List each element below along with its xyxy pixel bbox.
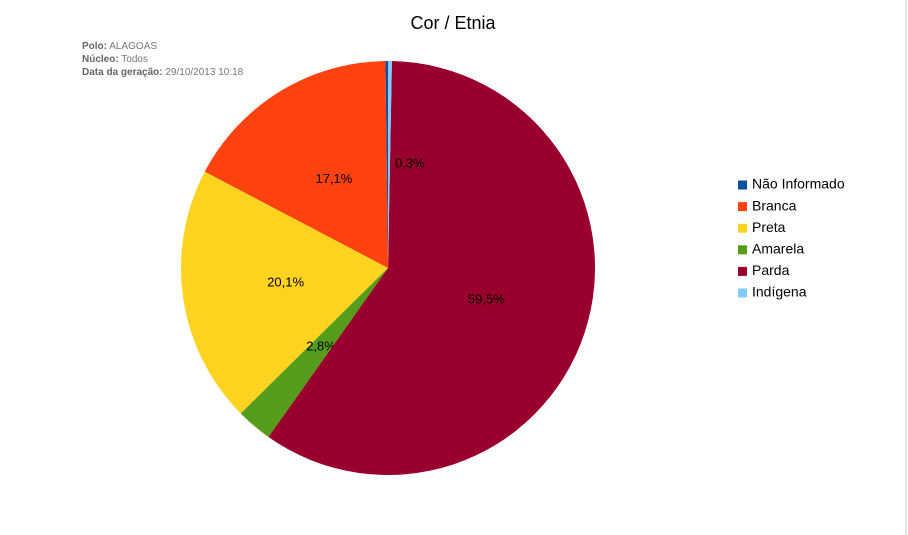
header-value: 29/10/2013 10:18 xyxy=(165,67,243,78)
legend-label: Parda xyxy=(752,262,790,278)
pie-slice xyxy=(268,61,596,475)
data-label: 0,3% xyxy=(395,155,425,170)
header-label: Núcleo: xyxy=(82,54,119,65)
data-label: 17,1% xyxy=(315,171,352,186)
pie-slice xyxy=(385,61,388,268)
header-line: Data da geração: 29/10/2013 10:18 xyxy=(82,67,244,78)
legend-swatch xyxy=(738,266,747,276)
pie: 0,2%17,1%20,1%2,8%59,5%0,3% xyxy=(180,61,596,475)
header-label: Data da geração: xyxy=(82,67,163,78)
pie-slice xyxy=(180,171,388,414)
pie-slice xyxy=(240,268,388,437)
report-header: Polo: ALAGOAS Núcleo: Todos Data da geraçã… xyxy=(82,41,244,78)
data-label: 20,1% xyxy=(267,275,304,290)
legend-label: Indígena xyxy=(752,284,807,300)
header-value: Todos xyxy=(121,54,148,65)
data-label: 2,8% xyxy=(306,338,336,353)
legend-swatch xyxy=(738,288,747,298)
legend-swatch xyxy=(738,202,747,212)
header-value: ALAGOAS xyxy=(109,41,157,52)
legend-swatch xyxy=(738,245,747,255)
data-label: 59,5% xyxy=(468,292,505,307)
header-line: Núcleo: Todos xyxy=(82,54,148,65)
legend-label: Preta xyxy=(752,219,786,235)
chart-title: Cor / Etnia xyxy=(410,13,496,33)
legend-label: Branca xyxy=(752,197,797,213)
legend-label: Não Informado xyxy=(752,176,845,192)
legend-swatch xyxy=(738,223,747,233)
legend-swatch xyxy=(738,180,747,190)
header-line: Polo: ALAGOAS xyxy=(82,41,157,52)
pie-slice xyxy=(204,61,388,268)
legend: Não Informado Branca Preta Amarela Parda Indí… xyxy=(738,176,845,300)
pie-slice xyxy=(388,61,392,268)
legend-label: Amarela xyxy=(752,241,804,257)
header-label: Polo: xyxy=(82,41,107,52)
